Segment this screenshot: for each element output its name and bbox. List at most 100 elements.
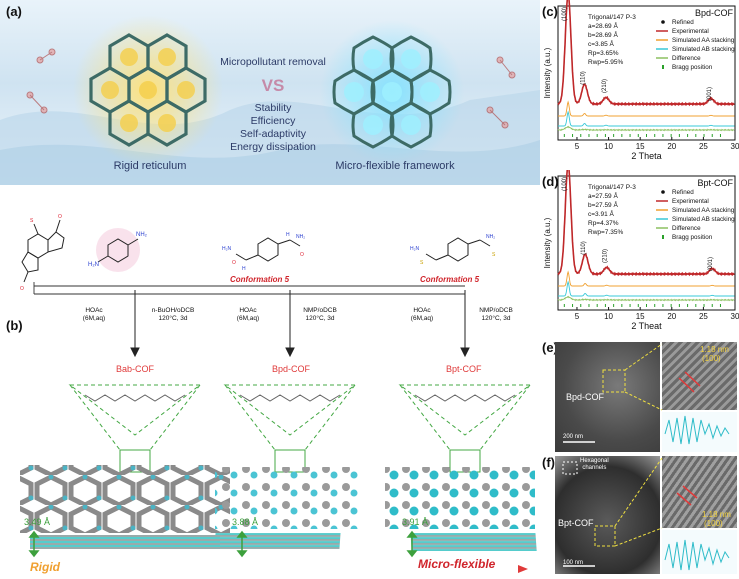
- info-line: Rwp=5.95%: [588, 59, 623, 66]
- info-line: a=27.59 Å: [588, 191, 618, 200]
- legend-entry: Experimental: [672, 28, 709, 35]
- conformation-label-bpt: Conformation 5: [420, 275, 480, 284]
- banner-art: [0, 15, 540, 185]
- banner-vs: VS: [261, 76, 285, 95]
- tem-fringe-bpd: 1.18 nm: [700, 345, 729, 354]
- tem-scale-bpd: 200 nm: [563, 434, 584, 440]
- peak-label: (210): [602, 79, 608, 93]
- chart-title: Bpt-COF: [697, 178, 733, 188]
- conformation-label-bpd: Conformation 5: [230, 275, 290, 284]
- legend-entry: Simulated AB stacking: [672, 216, 735, 223]
- chart-title: Bpd-COF: [695, 8, 734, 18]
- legend-entry: Bragg position: [672, 234, 713, 241]
- cof-name-bpd: Bpd-COF: [272, 364, 311, 374]
- x-tick-label: 20: [667, 142, 676, 151]
- info-line: b=28.69 Å: [588, 30, 618, 39]
- series-simulated-aa: [558, 100, 735, 117]
- legend-marker: [661, 20, 665, 24]
- legend-entry: Experimental: [672, 198, 709, 205]
- x-tick-label: 5: [575, 312, 580, 321]
- condition-acid-label: HOAc: [413, 307, 431, 314]
- tem-zoom-bpd: [662, 342, 737, 410]
- legend-entry: Simulated AA stacking: [672, 207, 735, 214]
- legend-entry: Refined: [672, 189, 694, 196]
- panel-label-d: (d): [542, 174, 559, 189]
- tem-zoom-bpt: [662, 456, 737, 528]
- plot-frame: [557, 175, 736, 311]
- svg-text:H₂N: H₂N: [410, 246, 420, 252]
- svg-text:O: O: [232, 260, 236, 266]
- reaction-arrows: [130, 290, 470, 358]
- tem-note-bpt: Hexagonal channels: [580, 458, 609, 472]
- diamine-monomer-icon: [97, 238, 139, 263]
- panel-label-c: (c): [542, 4, 558, 19]
- x-tick-label: 15: [636, 312, 645, 321]
- banner-left-caption: Rigid reticulum: [113, 160, 187, 172]
- monomer-structures: O S O H₂N NH₂ H₂N NH₂ H H O O H₂N NH₂ S S: [20, 214, 496, 295]
- condition-acid-2: HOAc (6M,aq): [228, 307, 268, 323]
- legend-entry: Refined: [672, 19, 694, 26]
- peak-label: (100): [562, 7, 568, 21]
- info-line: a=28.69 Å: [588, 21, 618, 30]
- x-tick-label: 25: [699, 142, 708, 151]
- layer-spacing-bab: 3.49 Å: [24, 517, 51, 527]
- layer-spacing-bpd: 3.88 Å: [232, 517, 259, 527]
- svg-text:NH₂: NH₂: [486, 234, 495, 240]
- info-line: Rp=3.65%: [588, 50, 619, 57]
- banner-item-energy-dissipation: Energy dissipation: [230, 141, 316, 153]
- banner-item-stability: Stability: [254, 102, 292, 114]
- svg-text:H: H: [242, 266, 246, 272]
- tem-scale-bpt: 100 nm: [563, 560, 584, 566]
- x-axis-label: 2 Theat: [631, 321, 662, 331]
- x-tick-label: 30: [731, 142, 739, 151]
- condition-acid-1: HOAc (6M,aq): [74, 307, 114, 323]
- x-tick-label: 5: [575, 142, 580, 151]
- flexible-framework-icon: [320, 20, 464, 164]
- x-tick-label: 10: [604, 312, 613, 321]
- info-line: Trigonal/147 P-3: [588, 184, 636, 191]
- condition-temp-label: 120°C, 3d: [158, 315, 188, 322]
- info-line: b=27.59 Å: [588, 200, 618, 209]
- series-difference: [557, 125, 735, 132]
- condition-solvent-label: n-BuOH/oDCB: [151, 307, 195, 314]
- svg-text:H₂N: H₂N: [222, 246, 232, 252]
- xrd-chart-bpt: 5 10 15 20 25 30 2 Theat Intensity (a.u.) Bpt-CO…: [543, 170, 739, 331]
- y-axis-label: Intensity (a.u.): [543, 47, 552, 98]
- peak-label: (210): [603, 249, 609, 263]
- bpt-cof-stacking-icon: [410, 533, 537, 551]
- banner-item-self-adaptivity: Self-adaptivity: [240, 128, 306, 140]
- axis-label-micro-flexible: Micro-flexible: [418, 557, 496, 571]
- tem-plane-bpt: (100): [704, 519, 723, 528]
- axis-label-rigid: Rigid: [30, 560, 60, 574]
- bab-cof-stacking-icon: [30, 535, 220, 549]
- x-tick-label: 25: [699, 312, 708, 321]
- svg-text:O: O: [58, 214, 62, 220]
- condition-solvent-label: NMP/oDCB: [303, 307, 337, 314]
- condition-temp-label: 120°C, 3d: [305, 315, 335, 322]
- tem-sample-label-bpd: Bpd-COF: [566, 392, 605, 402]
- tem-image-bpt: [555, 456, 660, 574]
- bpd-cof-framework-icon: [215, 467, 360, 529]
- series-experimental: [557, 170, 735, 277]
- x-tick-label: 20: [667, 312, 676, 321]
- condition-conc-label: (6M,aq): [410, 315, 434, 322]
- peak-label: (110): [581, 241, 587, 255]
- plot-frame: [557, 5, 736, 141]
- trialdehyde-monomer-icon: [21, 219, 65, 283]
- panel-label-f: (f): [542, 455, 555, 470]
- tem-image-bpd: [555, 342, 660, 452]
- condition-solvent-1: n-BuOH/oDCB 120°C, 3d: [140, 307, 206, 323]
- svg-text:O: O: [20, 286, 24, 292]
- condition-temp-label: 120°C, 3d: [481, 315, 511, 322]
- cof-name-bab: Bab-COF: [116, 364, 155, 374]
- legend-entry: Bragg position: [672, 64, 713, 71]
- legend-entry: Difference: [672, 55, 701, 62]
- legend-entry: Simulated AB stacking: [672, 46, 735, 53]
- tem-sample-label-bpt: Bpt-COF: [558, 518, 594, 528]
- condition-solvent-3: NMP/oDCB 120°C, 3d: [468, 307, 524, 323]
- x-tick-label: 10: [604, 142, 613, 151]
- svg-text:S: S: [30, 218, 34, 224]
- condition-conc-label: (6M,aq): [82, 315, 106, 322]
- svg-text:S: S: [492, 252, 496, 258]
- info-line: c=3.91 Å: [588, 209, 615, 218]
